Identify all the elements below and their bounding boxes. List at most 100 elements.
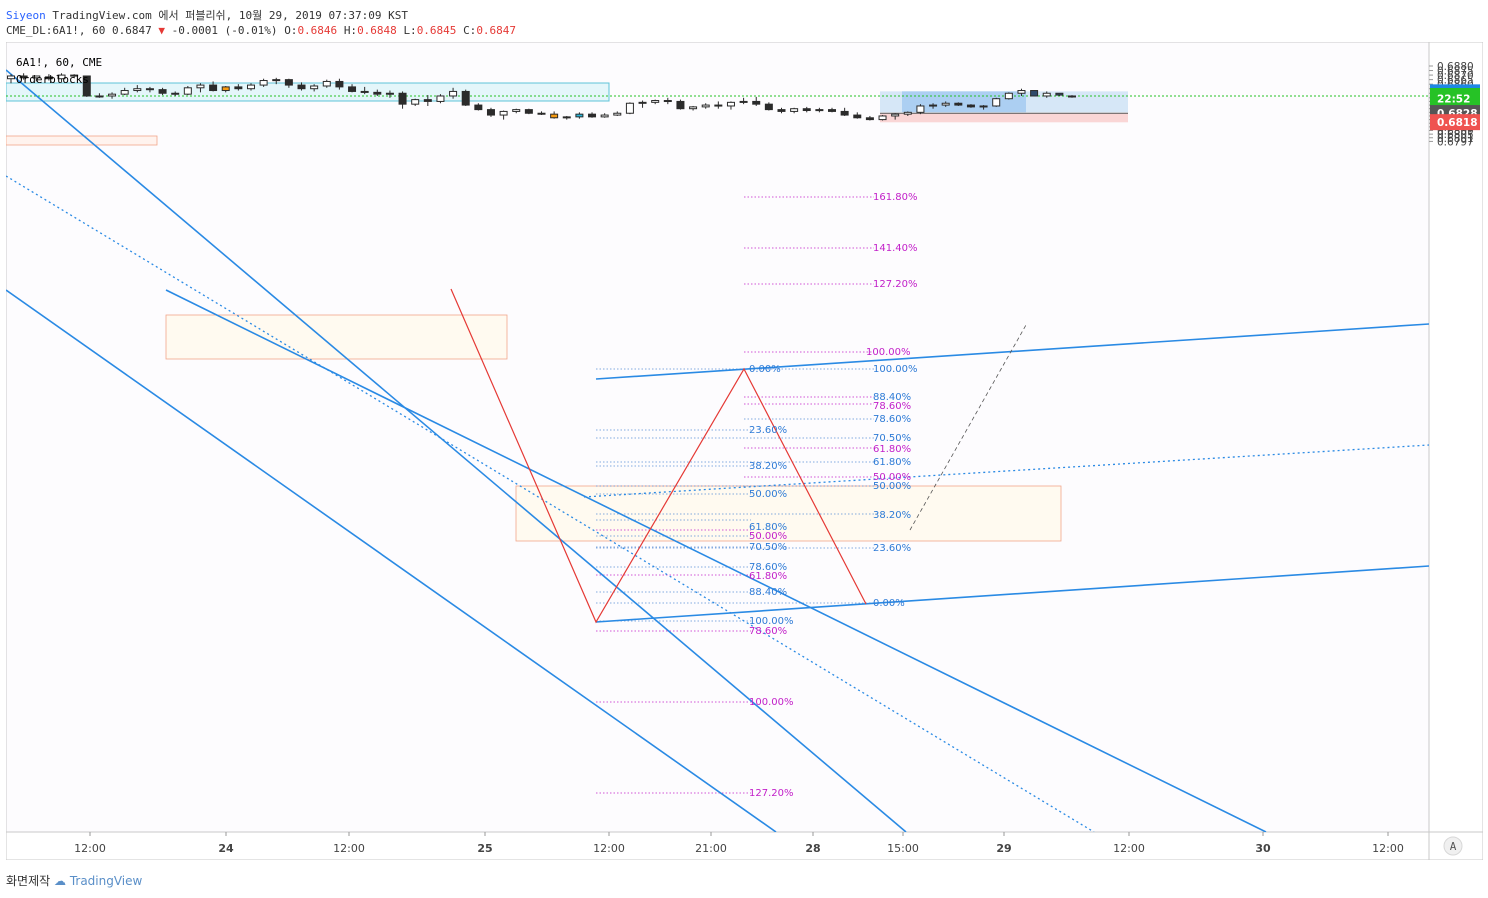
trendline[interactable] xyxy=(6,289,777,832)
candle-body[interactable] xyxy=(7,75,15,80)
candle-body[interactable] xyxy=(158,89,167,94)
candle-body[interactable] xyxy=(171,92,180,95)
candle-body[interactable] xyxy=(726,101,735,107)
candle-body[interactable] xyxy=(95,95,104,98)
candle-body[interactable] xyxy=(423,99,432,102)
candle-body[interactable] xyxy=(575,113,584,118)
harmonic-pattern[interactable] xyxy=(450,288,867,624)
author-link[interactable]: Siyeon xyxy=(6,9,46,22)
candle-body[interactable] xyxy=(663,100,672,103)
candle-body[interactable] xyxy=(183,87,192,95)
candle-body[interactable] xyxy=(486,109,495,116)
candle-body[interactable] xyxy=(499,110,508,116)
legend-instrument[interactable]: 6A1!, 60, CME xyxy=(16,56,102,69)
candle-body[interactable] xyxy=(689,106,698,110)
candle-body[interactable] xyxy=(992,98,1001,107)
candle-body[interactable] xyxy=(70,74,79,77)
candle-body[interactable] xyxy=(588,113,597,118)
candle-body[interactable] xyxy=(322,80,331,87)
candle-body[interactable] xyxy=(979,105,988,108)
orderblock-zone[interactable] xyxy=(165,314,508,360)
candle-body[interactable] xyxy=(32,75,41,79)
candle-body[interactable] xyxy=(449,90,458,97)
candle-body[interactable] xyxy=(929,104,938,107)
candle-body[interactable] xyxy=(562,116,571,119)
trendline[interactable] xyxy=(595,323,1429,380)
chart-pane[interactable]: 161.80% 141.40% 127.20% 100.00% 100.00% 88.40… xyxy=(6,42,1429,832)
price-axis[interactable]: 0.68800.68750.68700.68650.68600.68550.68… xyxy=(1429,42,1483,832)
candle-body[interactable] xyxy=(436,95,445,102)
candle-body[interactable] xyxy=(348,86,357,92)
candle-body[interactable] xyxy=(865,117,874,121)
candle-body[interactable] xyxy=(891,113,900,117)
candle-body[interactable] xyxy=(828,109,837,112)
candle-body[interactable] xyxy=(966,104,975,108)
candle-body[interactable] xyxy=(284,79,293,86)
candle-body[interactable] xyxy=(954,102,963,106)
candle-body[interactable] xyxy=(651,100,660,103)
orderblock-zone[interactable] xyxy=(6,82,610,102)
candle-body[interactable] xyxy=(1017,90,1026,94)
candle-body[interactable] xyxy=(360,90,369,93)
candle-body[interactable] xyxy=(638,101,647,104)
position-stop-zone[interactable] xyxy=(880,113,1128,123)
candle-body[interactable] xyxy=(1055,92,1064,96)
candle-body[interactable] xyxy=(221,86,230,92)
candle-body[interactable] xyxy=(373,91,382,95)
candle-body[interactable] xyxy=(600,114,609,118)
trendline[interactable] xyxy=(6,175,1095,832)
trendline[interactable] xyxy=(165,289,1267,832)
candle-body[interactable] xyxy=(108,93,117,97)
candle-body[interactable] xyxy=(335,80,344,88)
auto-scale-button[interactable] xyxy=(1443,836,1463,856)
candle-body[interactable] xyxy=(209,84,218,92)
candle-body[interactable] xyxy=(44,76,53,80)
candle-body[interactable] xyxy=(246,84,255,90)
candle-body[interactable] xyxy=(840,110,849,116)
candle-body[interactable] xyxy=(802,108,811,112)
candle-body[interactable] xyxy=(676,100,685,110)
candle-body[interactable] xyxy=(714,104,723,107)
candle-body[interactable] xyxy=(196,84,205,89)
candle-body[interactable] xyxy=(941,102,950,106)
legend-indicator[interactable]: Orderblocks xyxy=(16,73,89,86)
candle-body[interactable] xyxy=(297,84,306,90)
candle-body[interactable] xyxy=(82,75,91,97)
candle-body[interactable] xyxy=(398,92,407,105)
candle-body[interactable] xyxy=(461,90,470,106)
candle-body[interactable] xyxy=(777,109,786,112)
candle-body[interactable] xyxy=(120,90,129,95)
tradingview-logo-icon[interactable]: ☁︎ TradingView xyxy=(54,874,143,888)
candle-body[interactable] xyxy=(550,113,559,119)
candle-body[interactable] xyxy=(1042,92,1051,97)
candle-body[interactable] xyxy=(853,114,862,119)
candle-body[interactable] xyxy=(524,109,533,114)
candle-body[interactable] xyxy=(234,86,243,90)
trendline[interactable] xyxy=(583,444,1429,498)
candle-body[interactable] xyxy=(701,104,710,108)
candle-body[interactable] xyxy=(19,75,28,79)
candle-body[interactable] xyxy=(790,108,799,112)
candle-body[interactable] xyxy=(1004,92,1013,100)
candle-body[interactable] xyxy=(272,79,281,82)
candle-body[interactable] xyxy=(903,111,912,115)
trendline[interactable] xyxy=(595,565,1429,623)
candle-body[interactable] xyxy=(1068,95,1076,98)
candle-body[interactable] xyxy=(385,92,394,95)
candle-body[interactable] xyxy=(512,109,521,112)
orderblock-zone[interactable] xyxy=(515,485,1062,542)
candle-body[interactable] xyxy=(259,80,268,86)
candle-body[interactable] xyxy=(878,115,887,121)
candle-body[interactable] xyxy=(133,88,142,92)
candle-body[interactable] xyxy=(310,85,319,90)
candle-body[interactable] xyxy=(739,100,748,103)
candle-body[interactable] xyxy=(145,88,154,91)
trendline[interactable] xyxy=(6,69,907,832)
candle-body[interactable] xyxy=(916,105,925,113)
candle-body[interactable] xyxy=(474,104,483,111)
candle-body[interactable] xyxy=(764,103,773,111)
candle-body[interactable] xyxy=(752,100,761,105)
candle-body[interactable] xyxy=(625,102,634,114)
candle-body[interactable] xyxy=(815,109,824,112)
candle-body[interactable] xyxy=(1030,90,1039,97)
